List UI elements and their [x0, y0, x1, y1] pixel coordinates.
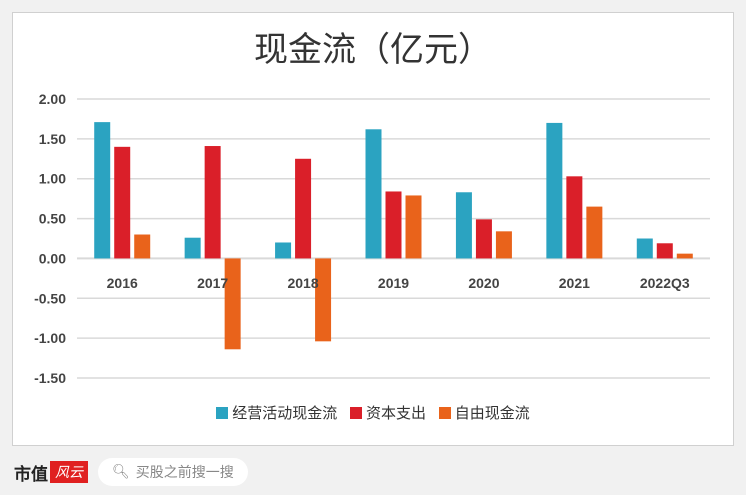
bar	[365, 129, 382, 259]
bar	[455, 192, 472, 259]
bar	[475, 219, 492, 259]
bar	[134, 234, 151, 259]
legend-swatch	[438, 407, 451, 419]
bar	[275, 242, 292, 259]
x-tick-label: 2016	[107, 275, 138, 291]
y-tick-label: -1.50	[34, 370, 66, 386]
x-tick-label: 2022Q3	[640, 275, 690, 291]
bar	[586, 206, 603, 259]
bar	[495, 231, 512, 259]
y-tick-label: 0.00	[39, 250, 66, 266]
bar	[405, 195, 422, 259]
bar	[566, 176, 583, 259]
y-tick-label: 1.00	[39, 171, 66, 187]
search-icon: 🔍︎	[112, 464, 130, 480]
brand-logo: 市值	[14, 464, 48, 485]
bar	[224, 258, 241, 350]
y-tick-label: -0.50	[34, 290, 66, 306]
chart-title: 现金流（亿元）	[254, 30, 492, 70]
x-tick-label: 2018	[287, 275, 318, 291]
x-tick-label: 2017	[197, 275, 228, 291]
y-tick-label: 0.50	[39, 211, 66, 227]
bar	[656, 243, 673, 259]
search-placeholder: 买股之前搜一搜	[135, 465, 234, 481]
bar	[315, 258, 332, 342]
y-tick-label: 1.50	[39, 131, 66, 147]
legend-swatch	[216, 407, 229, 419]
legend: 经营活动现金流 资本支出 自由现金流	[0, 402, 746, 423]
legend-label: 经营活动现金流	[232, 404, 338, 422]
legend-swatch	[349, 407, 362, 419]
bar	[636, 238, 653, 259]
brand-logo-mark: 风云	[50, 461, 88, 483]
bar	[385, 191, 402, 259]
y-tick-label: 2.00	[39, 91, 66, 107]
bar	[546, 122, 563, 259]
bar	[184, 237, 201, 259]
x-tick-label: 2019	[378, 275, 409, 291]
legend-label: 自由现金流	[454, 404, 530, 422]
search-box[interactable]: 🔍︎ 买股之前搜一搜	[98, 458, 248, 486]
y-tick-label: -1.00	[34, 330, 66, 346]
bar	[676, 253, 693, 259]
x-tick-label: 2020	[468, 275, 499, 291]
bar	[94, 122, 111, 259]
bar	[114, 146, 131, 259]
legend-item: 经营活动现金流	[216, 402, 337, 423]
legend-label: 资本支出	[365, 404, 426, 422]
footer: 市值 风云 🔍︎ 买股之前搜一搜	[14, 458, 248, 486]
legend-item: 自由现金流	[438, 402, 530, 423]
bar	[204, 146, 221, 259]
bar	[295, 158, 312, 259]
x-tick-label: 2021	[559, 275, 590, 291]
legend-item: 资本支出	[349, 402, 426, 423]
